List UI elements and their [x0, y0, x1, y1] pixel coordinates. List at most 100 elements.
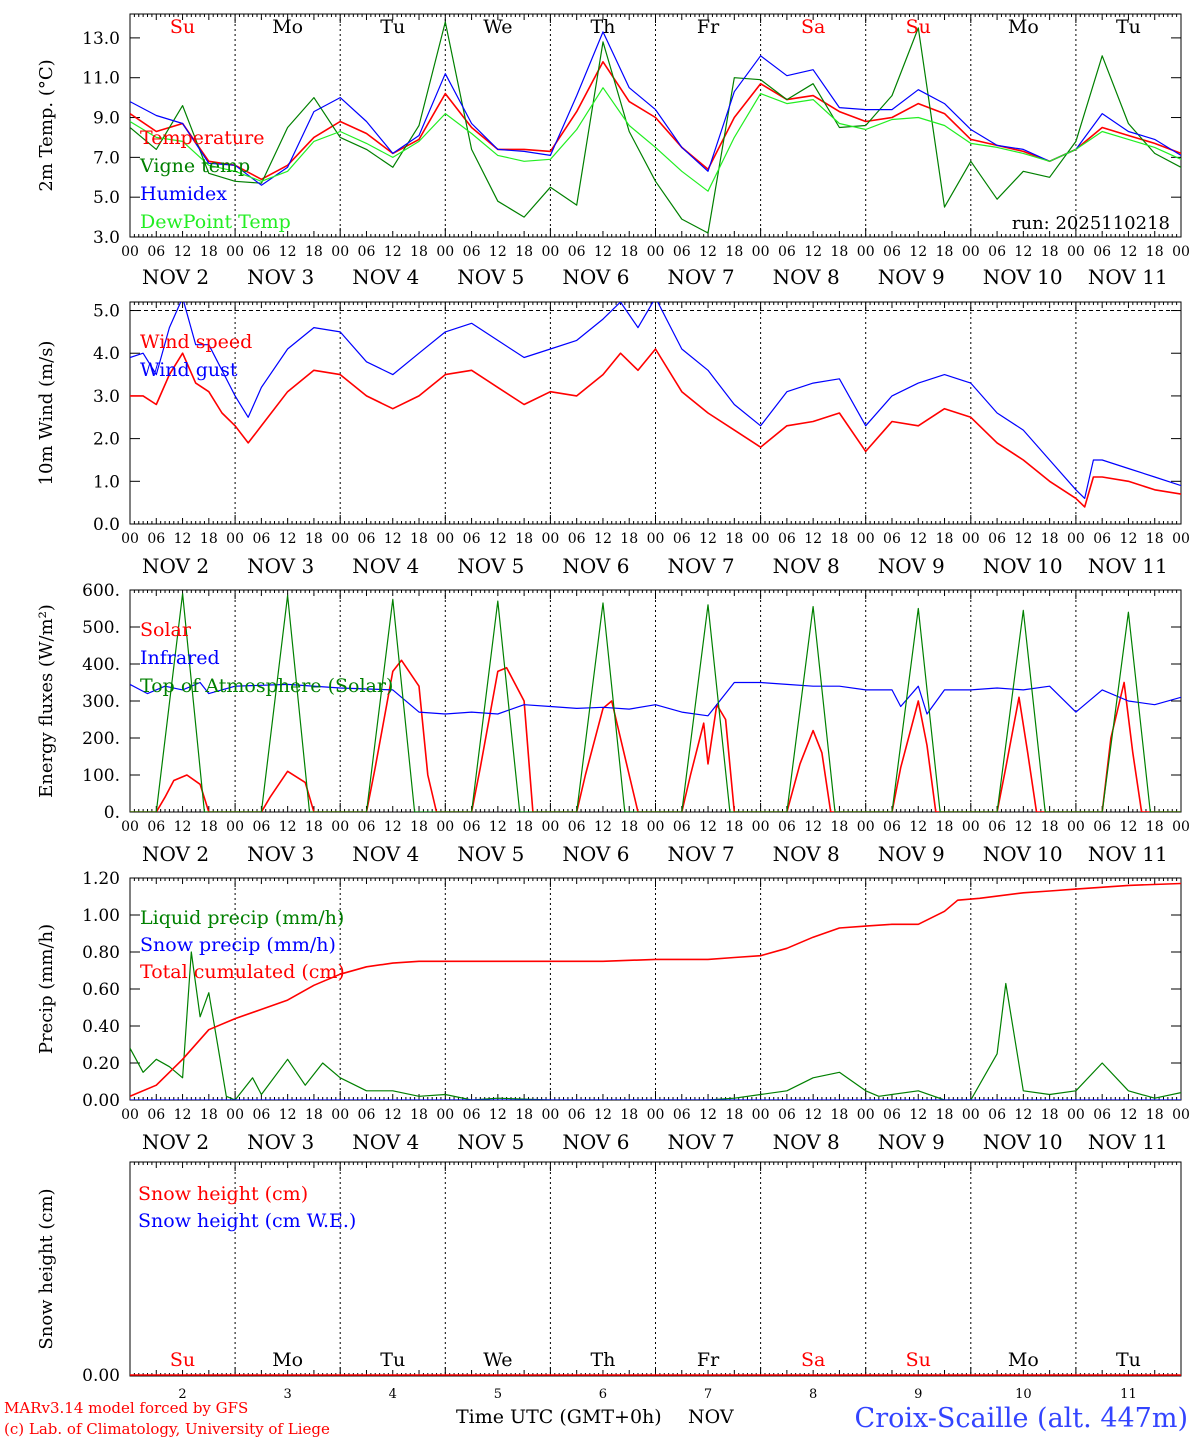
date-label: NOV 9 — [878, 554, 945, 578]
legend-entry: Snow height (cm W.E.) — [138, 1210, 356, 1232]
date-label: NOV 6 — [562, 554, 629, 578]
hour-tick-label: 18 — [410, 531, 428, 547]
hour-tick-label: 06 — [147, 1107, 165, 1123]
hour-tick-label: 18 — [515, 244, 533, 260]
date-label: NOV 10 — [983, 554, 1063, 578]
hour-tick-label: 06 — [673, 531, 691, 547]
date-label: NOV 11 — [1088, 842, 1168, 866]
hour-tick-label: 06 — [988, 1107, 1006, 1123]
legend-entry: Vigne temp — [139, 155, 250, 177]
series-line-vigne-temp — [130, 21, 1181, 234]
series-line-liquid-precip-mm-h — [130, 951, 1181, 1100]
date-label: NOV 8 — [773, 842, 840, 866]
hour-tick-label: 12 — [384, 244, 402, 260]
date-label: NOV 5 — [457, 1130, 524, 1154]
y-tick-label: 0.0 — [93, 515, 120, 535]
hour-tick-label: 18 — [410, 1107, 428, 1123]
hour-tick-label: 06 — [1093, 819, 1111, 835]
hour-tick-label: 00 — [962, 1107, 980, 1123]
hour-tick-label: 06 — [1093, 1107, 1111, 1123]
legend-entry: Liquid precip (mm/h) — [140, 907, 344, 929]
hour-tick-label: 12 — [489, 531, 507, 547]
hour-tick-label: 12 — [804, 244, 822, 260]
hour-tick-label: 18 — [1041, 531, 1059, 547]
hour-tick-label: 18 — [725, 244, 743, 260]
panel-1: 13.0 11.0 9.0 7.0 5.0 3.0 2m Temp. (°C) Tempera… — [36, 13, 1190, 289]
day-label: Sa — [801, 16, 825, 38]
hour-tick-label: 12 — [174, 244, 192, 260]
hour-tick-label: 12 — [594, 819, 612, 835]
hour-tick-label: 06 — [463, 244, 481, 260]
day-label: Mo — [1008, 1349, 1039, 1371]
hour-tick-label: 06 — [568, 244, 586, 260]
hour-tick-label: 06 — [252, 819, 270, 835]
series-line-total-cumulated-cm — [130, 882, 1181, 1098]
hour-tick-label: 00 — [647, 244, 665, 260]
legend-entry: Snow precip (mm/h) — [140, 934, 336, 956]
hour-tick-label: 18 — [1146, 819, 1164, 835]
series-group — [130, 593, 1181, 812]
y-tick-label: 0.80 — [82, 943, 120, 963]
hour-tick-label: 18 — [410, 244, 428, 260]
hour-tick-label: 00 — [541, 531, 559, 547]
y-tick-label: 1.0 — [93, 472, 120, 492]
day-label: Fr — [697, 1349, 720, 1371]
date-label: NOV 8 — [773, 265, 840, 289]
hour-tick-label: 06 — [673, 244, 691, 260]
y-tick-label: 3.0 — [93, 387, 120, 407]
y-tick-label: 1.20 — [82, 869, 120, 889]
hour-tick-label: 12 — [384, 1107, 402, 1123]
hour-tick-label: 00 — [331, 1107, 349, 1123]
hour-tick-label: 06 — [147, 819, 165, 835]
date-label: NOV 2 — [142, 842, 209, 866]
hour-tick-label: 12 — [909, 819, 927, 835]
day-number-label: 10 — [1015, 1387, 1032, 1402]
hour-tick-label: 06 — [252, 244, 270, 260]
hour-tick-label: 18 — [620, 819, 638, 835]
legend-entry: Humidex — [140, 183, 227, 205]
hour-tick-label: 06 — [1093, 244, 1111, 260]
day-number-label: 7 — [704, 1387, 712, 1402]
hour-tick-label: 18 — [1041, 244, 1059, 260]
date-label: NOV 3 — [247, 554, 314, 578]
day-label: Su — [170, 1349, 195, 1371]
y-tick-label: 13.0 — [82, 29, 120, 49]
hour-tick-label: 18 — [1041, 819, 1059, 835]
date-label: NOV 2 — [142, 265, 209, 289]
hour-tick-label: 18 — [305, 1107, 323, 1123]
series-line-infrared — [130, 681, 1181, 717]
date-label: NOV 4 — [352, 842, 419, 866]
hour-tick-label: 06 — [778, 244, 796, 260]
series-line-humidex — [130, 31, 1181, 186]
hour-tick-label: 00 — [962, 819, 980, 835]
hour-tick-label: 12 — [804, 1107, 822, 1123]
date-label: NOV 11 — [1088, 1130, 1168, 1154]
y-tick-label: 2.0 — [93, 430, 120, 450]
date-label: NOV 10 — [983, 265, 1063, 289]
hour-tick-label: 12 — [909, 531, 927, 547]
y-tick-label: 11.0 — [82, 69, 120, 89]
hour-tick-label: 06 — [673, 819, 691, 835]
hour-tick-label: 06 — [988, 531, 1006, 547]
date-label: NOV 8 — [773, 554, 840, 578]
date-label: NOV 2 — [142, 554, 209, 578]
day-label: Mo — [1008, 16, 1039, 38]
hour-tick-label: 18 — [200, 819, 218, 835]
hour-tick-label: 18 — [831, 819, 849, 835]
hour-tick-label: 12 — [909, 244, 927, 260]
hour-tick-label: 18 — [620, 1107, 638, 1123]
series-line-wind-gust — [130, 302, 1181, 499]
hour-tick-label: 00 — [541, 819, 559, 835]
hour-tick-label: 00 — [752, 819, 770, 835]
y-tick-label: 0.40 — [82, 1017, 120, 1037]
hour-tick-label: 18 — [831, 531, 849, 547]
hour-tick-label: 00 — [436, 244, 454, 260]
hour-tick-label: 00 — [436, 1107, 454, 1123]
hour-tick-label: 00 — [226, 819, 244, 835]
date-label: NOV 5 — [457, 842, 524, 866]
hour-tick-label: 06 — [988, 244, 1006, 260]
date-label: NOV 6 — [562, 1130, 629, 1154]
hour-tick-label: 18 — [725, 1107, 743, 1123]
hour-tick-label: 00 — [857, 244, 875, 260]
hour-tick-label: 12 — [174, 819, 192, 835]
